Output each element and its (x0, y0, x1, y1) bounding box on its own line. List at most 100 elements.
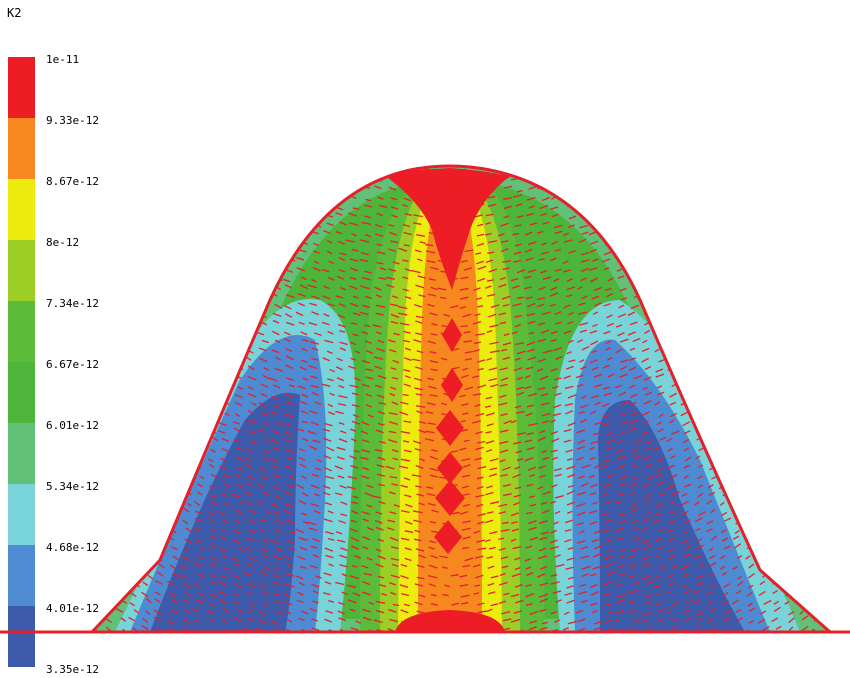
vector-arrow (577, 439, 586, 444)
vector-arrow (462, 313, 472, 318)
vector-arrow (761, 278, 768, 282)
vector-arrow (760, 349, 766, 355)
vector-arrow (706, 391, 713, 396)
vector-arrow (603, 392, 613, 397)
vector-arrow (440, 466, 448, 470)
vector-arrow (668, 276, 676, 282)
vector-arrow (502, 267, 510, 271)
vector-arrow (788, 363, 795, 369)
vector-arrow (161, 474, 167, 480)
vector-arrow (787, 394, 793, 399)
vector-arrow (567, 224, 575, 229)
vector-arrow (360, 475, 370, 479)
vector-arrow (722, 313, 730, 318)
vector-arrow (426, 179, 436, 183)
vector-arrow (566, 365, 574, 370)
vector-arrow (515, 410, 525, 414)
vector-arrow (226, 374, 232, 379)
vector-arrow (733, 175, 740, 182)
vector-arrow (473, 348, 480, 353)
vector-arrow (589, 410, 597, 415)
vector-arrow (327, 537, 335, 541)
vector-arrow (512, 232, 519, 236)
vector-arrow (220, 203, 228, 209)
vector-arrow (142, 358, 150, 364)
vector-arrow (92, 483, 97, 489)
vector-arrow (141, 249, 149, 256)
vector-arrow (620, 548, 627, 553)
vector-arrow (307, 521, 317, 526)
vector-arrow (262, 374, 271, 380)
vector-arrow (258, 518, 267, 523)
vector-arrow (501, 176, 510, 181)
vector-arrow (364, 270, 372, 274)
vector-arrow (311, 168, 318, 172)
vector-arrow (414, 448, 422, 452)
vector-arrow (580, 546, 589, 550)
vector-arrow (450, 450, 459, 453)
vector-arrow (577, 540, 586, 544)
vector-arrow (500, 248, 509, 253)
vector-arrow (759, 429, 765, 434)
vector-arrow (562, 627, 570, 631)
vector-arrow (336, 357, 343, 362)
vector-arrow (668, 537, 676, 543)
vector-arrow (719, 395, 725, 400)
vector-arrow (193, 385, 200, 390)
vector-arrow (273, 555, 282, 560)
vector-arrow (811, 178, 818, 184)
vector-arrow (718, 376, 724, 381)
vector-arrow (104, 248, 110, 254)
vector-arrow (668, 331, 675, 336)
vector-arrow (415, 332, 423, 336)
vector-arrow (237, 609, 244, 614)
vector-arrow (693, 330, 700, 335)
vector-arrow (697, 484, 703, 489)
vector-arrow (810, 338, 816, 344)
vector-arrow (656, 391, 665, 396)
vector-arrow (670, 601, 679, 607)
vector-arrow (672, 618, 679, 622)
vector-arrow (157, 320, 165, 326)
vector-arrow (106, 410, 114, 417)
vector-arrow (209, 203, 218, 208)
vector-arrow (706, 590, 713, 596)
vector-arrow (133, 419, 140, 424)
vector-arrow (827, 223, 830, 229)
vector-arrow (785, 256, 792, 261)
vector-arrow (801, 431, 807, 436)
vector-arrow (541, 449, 548, 454)
vector-arrow (414, 387, 423, 391)
vector-arrow (158, 527, 166, 533)
vector-arrow (813, 259, 818, 264)
vector-arrow (219, 599, 227, 605)
vector-arrow (411, 474, 422, 478)
vector-arrow (194, 356, 204, 362)
vector-arrow (415, 548, 425, 552)
vector-arrow (400, 484, 408, 488)
vector-arrow (733, 276, 739, 281)
vector-arrow (644, 242, 651, 247)
vector-arrow (527, 356, 537, 361)
vector-arrow (402, 276, 409, 280)
vector-arrow (513, 610, 522, 614)
vector-arrow (761, 187, 769, 193)
vector-arrow (672, 249, 678, 253)
vector-arrow (92, 183, 97, 189)
vector-arrow (129, 602, 135, 607)
vector-arrow (550, 257, 557, 262)
vector-arrow (671, 625, 678, 630)
vector-arrow (337, 323, 346, 328)
vector-arrow (486, 608, 493, 613)
vector-arrow (593, 383, 603, 388)
vector-arrow (361, 511, 370, 515)
vector-arrow (338, 303, 346, 307)
vector-arrow (246, 259, 255, 264)
vector-arrow (246, 608, 253, 612)
vector-arrow (178, 446, 187, 452)
vector-arrow (284, 422, 293, 427)
vector-arrow (146, 337, 153, 343)
vector-arrow (593, 620, 602, 625)
vector-arrow (106, 194, 113, 200)
vector-arrow (825, 565, 830, 571)
